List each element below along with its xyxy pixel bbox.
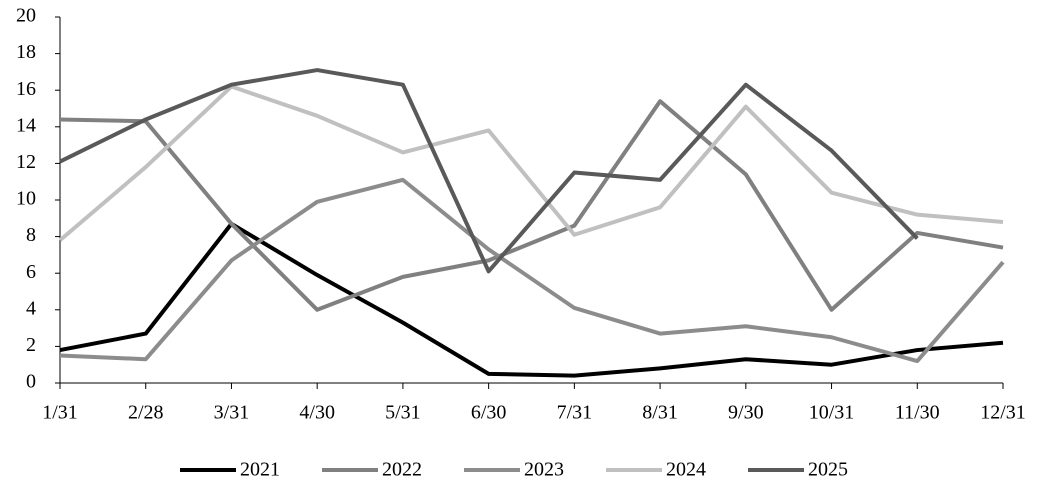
x-tick-label: 1/31 (42, 402, 78, 424)
x-tick-label: 11/30 (895, 402, 940, 424)
y-tick-label: 20 (16, 5, 36, 27)
x-tick-label: 4/30 (299, 402, 335, 424)
y-tick-label: 12 (16, 151, 36, 173)
line-series (59, 68, 919, 274)
line-series (59, 99, 1004, 312)
legend-label: 2024 (666, 459, 706, 481)
x-tick-label: 5/31 (385, 402, 421, 424)
y-tick-label: 10 (16, 188, 36, 210)
y-tick-label: 14 (16, 114, 36, 136)
line-series (58, 84, 1004, 242)
legend-label: 2025 (808, 459, 848, 481)
x-tick-label: 3/31 (214, 402, 250, 424)
x-tick-label: 10/31 (809, 402, 855, 424)
x-tick-label: 2/28 (128, 402, 164, 424)
y-tick-label: 8 (26, 224, 36, 246)
x-tick-label: 12/31 (980, 402, 1026, 424)
line-series (59, 221, 1004, 378)
y-tick-label: 16 (16, 78, 36, 100)
x-tick-label: 6/30 (471, 402, 507, 424)
line-series (59, 177, 1005, 364)
x-tick-label: 9/30 (728, 402, 764, 424)
x-tick-label: 8/31 (642, 402, 678, 424)
y-tick-label: 18 (16, 41, 36, 63)
y-tick-label: 6 (26, 261, 36, 283)
y-tick-label: 4 (26, 297, 36, 319)
legend-label: 2022 (382, 459, 422, 481)
y-tick-label: 2 (26, 334, 36, 356)
y-tick-label: 0 (26, 371, 36, 393)
legend-label: 2021 (240, 459, 280, 481)
legend-label: 2023 (524, 459, 564, 481)
x-tick-label: 7/31 (557, 402, 593, 424)
